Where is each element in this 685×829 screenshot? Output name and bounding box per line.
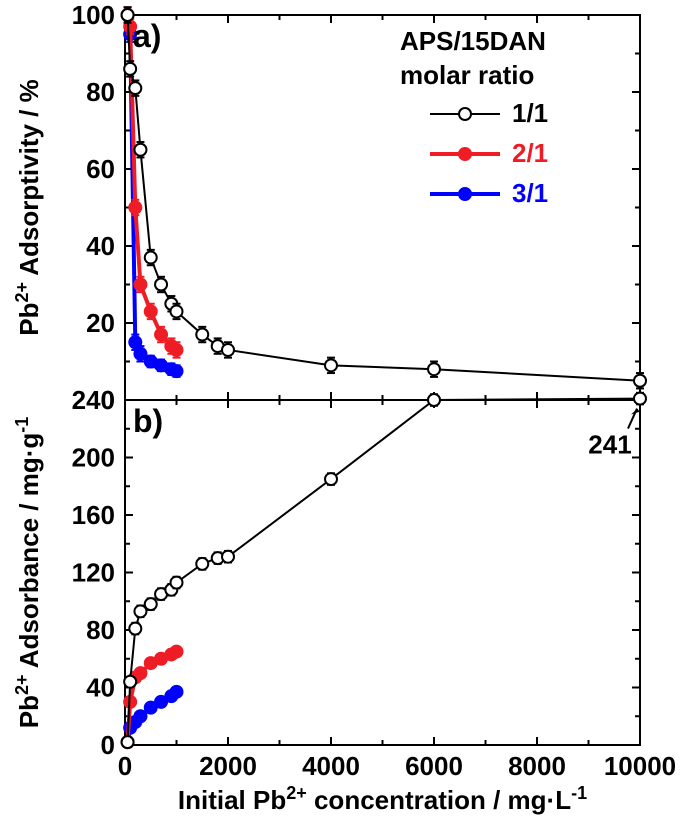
svg-text:0: 0: [118, 751, 132, 781]
svg-text:2000: 2000: [199, 751, 257, 781]
svg-text:60: 60: [86, 154, 115, 184]
svg-text:molar ratio: molar ratio: [400, 60, 534, 90]
svg-text:40: 40: [86, 231, 115, 261]
svg-text:80: 80: [86, 77, 115, 107]
svg-text:200: 200: [72, 443, 115, 473]
svg-text:6000: 6000: [405, 751, 463, 781]
svg-text:8000: 8000: [508, 751, 566, 781]
svg-text:Pb2+ Adsorptivity / %: Pb2+ Adsorptivity / %: [12, 79, 44, 336]
svg-text:10000: 10000: [604, 751, 676, 781]
svg-text:a): a): [133, 18, 161, 54]
svg-text:80: 80: [86, 615, 115, 645]
svg-text:0: 0: [101, 730, 115, 760]
svg-text:40: 40: [86, 673, 115, 703]
svg-text:APS/15DAN: APS/15DAN: [400, 26, 546, 56]
svg-text:241: 241: [588, 430, 631, 460]
svg-text:240: 240: [72, 385, 115, 415]
svg-text:100: 100: [72, 0, 115, 30]
svg-text:Pb2+ Adsorbance / mg·g-1: Pb2+ Adsorbance / mg·g-1: [12, 417, 44, 729]
svg-text:4000: 4000: [302, 751, 360, 781]
svg-text:120: 120: [72, 558, 115, 588]
chart-svg: 0200040006000800010000020406080100040801…: [0, 0, 685, 829]
svg-text:Initial Pb2+ concentration / m: Initial Pb2+ concentration / mg·L-1: [178, 783, 587, 815]
svg-text:2/1: 2/1: [512, 138, 548, 168]
svg-text:b): b): [133, 403, 163, 439]
chart-container: { "figure": { "width": 685, "height": 82…: [0, 0, 685, 829]
svg-text:160: 160: [72, 500, 115, 530]
svg-text:20: 20: [86, 308, 115, 338]
svg-text:3/1: 3/1: [512, 178, 548, 208]
svg-text:1/1: 1/1: [512, 98, 548, 128]
